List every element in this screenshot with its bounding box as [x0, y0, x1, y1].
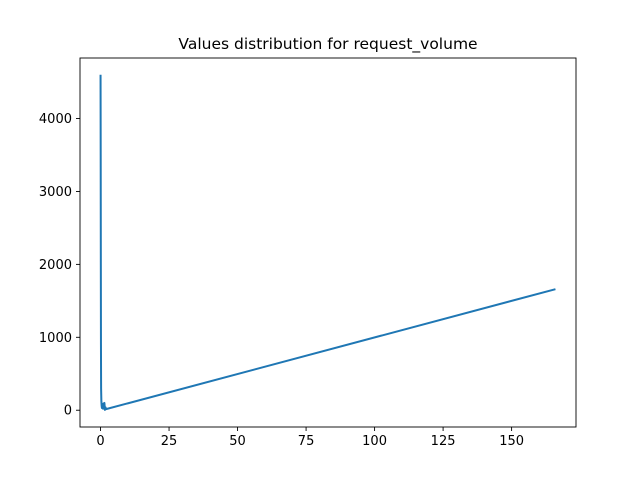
x-tick-label: 0 [96, 434, 104, 449]
plot-area [99, 74, 556, 411]
y-axis: 0 1000 2000 3000 4000 [39, 112, 80, 419]
x-tick-label: 50 [229, 434, 246, 449]
series-line-0 [99, 74, 556, 411]
x-tick-label: 150 [499, 434, 524, 449]
y-tick-label: 4000 [39, 112, 72, 127]
chart-title: Values distribution for request_volume [178, 35, 477, 54]
y-tick-label: 3000 [39, 185, 72, 200]
y-tick-label: 1000 [39, 331, 72, 346]
y-tick-label: 2000 [39, 258, 72, 273]
x-tick-label: 75 [298, 434, 315, 449]
x-axis: 0 25 50 75 100 125 150 [96, 427, 524, 449]
plot-frame [79, 57, 577, 428]
x-tick-label: 25 [161, 434, 178, 449]
x-tick-label: 100 [362, 434, 387, 449]
x-tick-label: 125 [431, 434, 456, 449]
y-tick-label: 0 [64, 404, 72, 419]
